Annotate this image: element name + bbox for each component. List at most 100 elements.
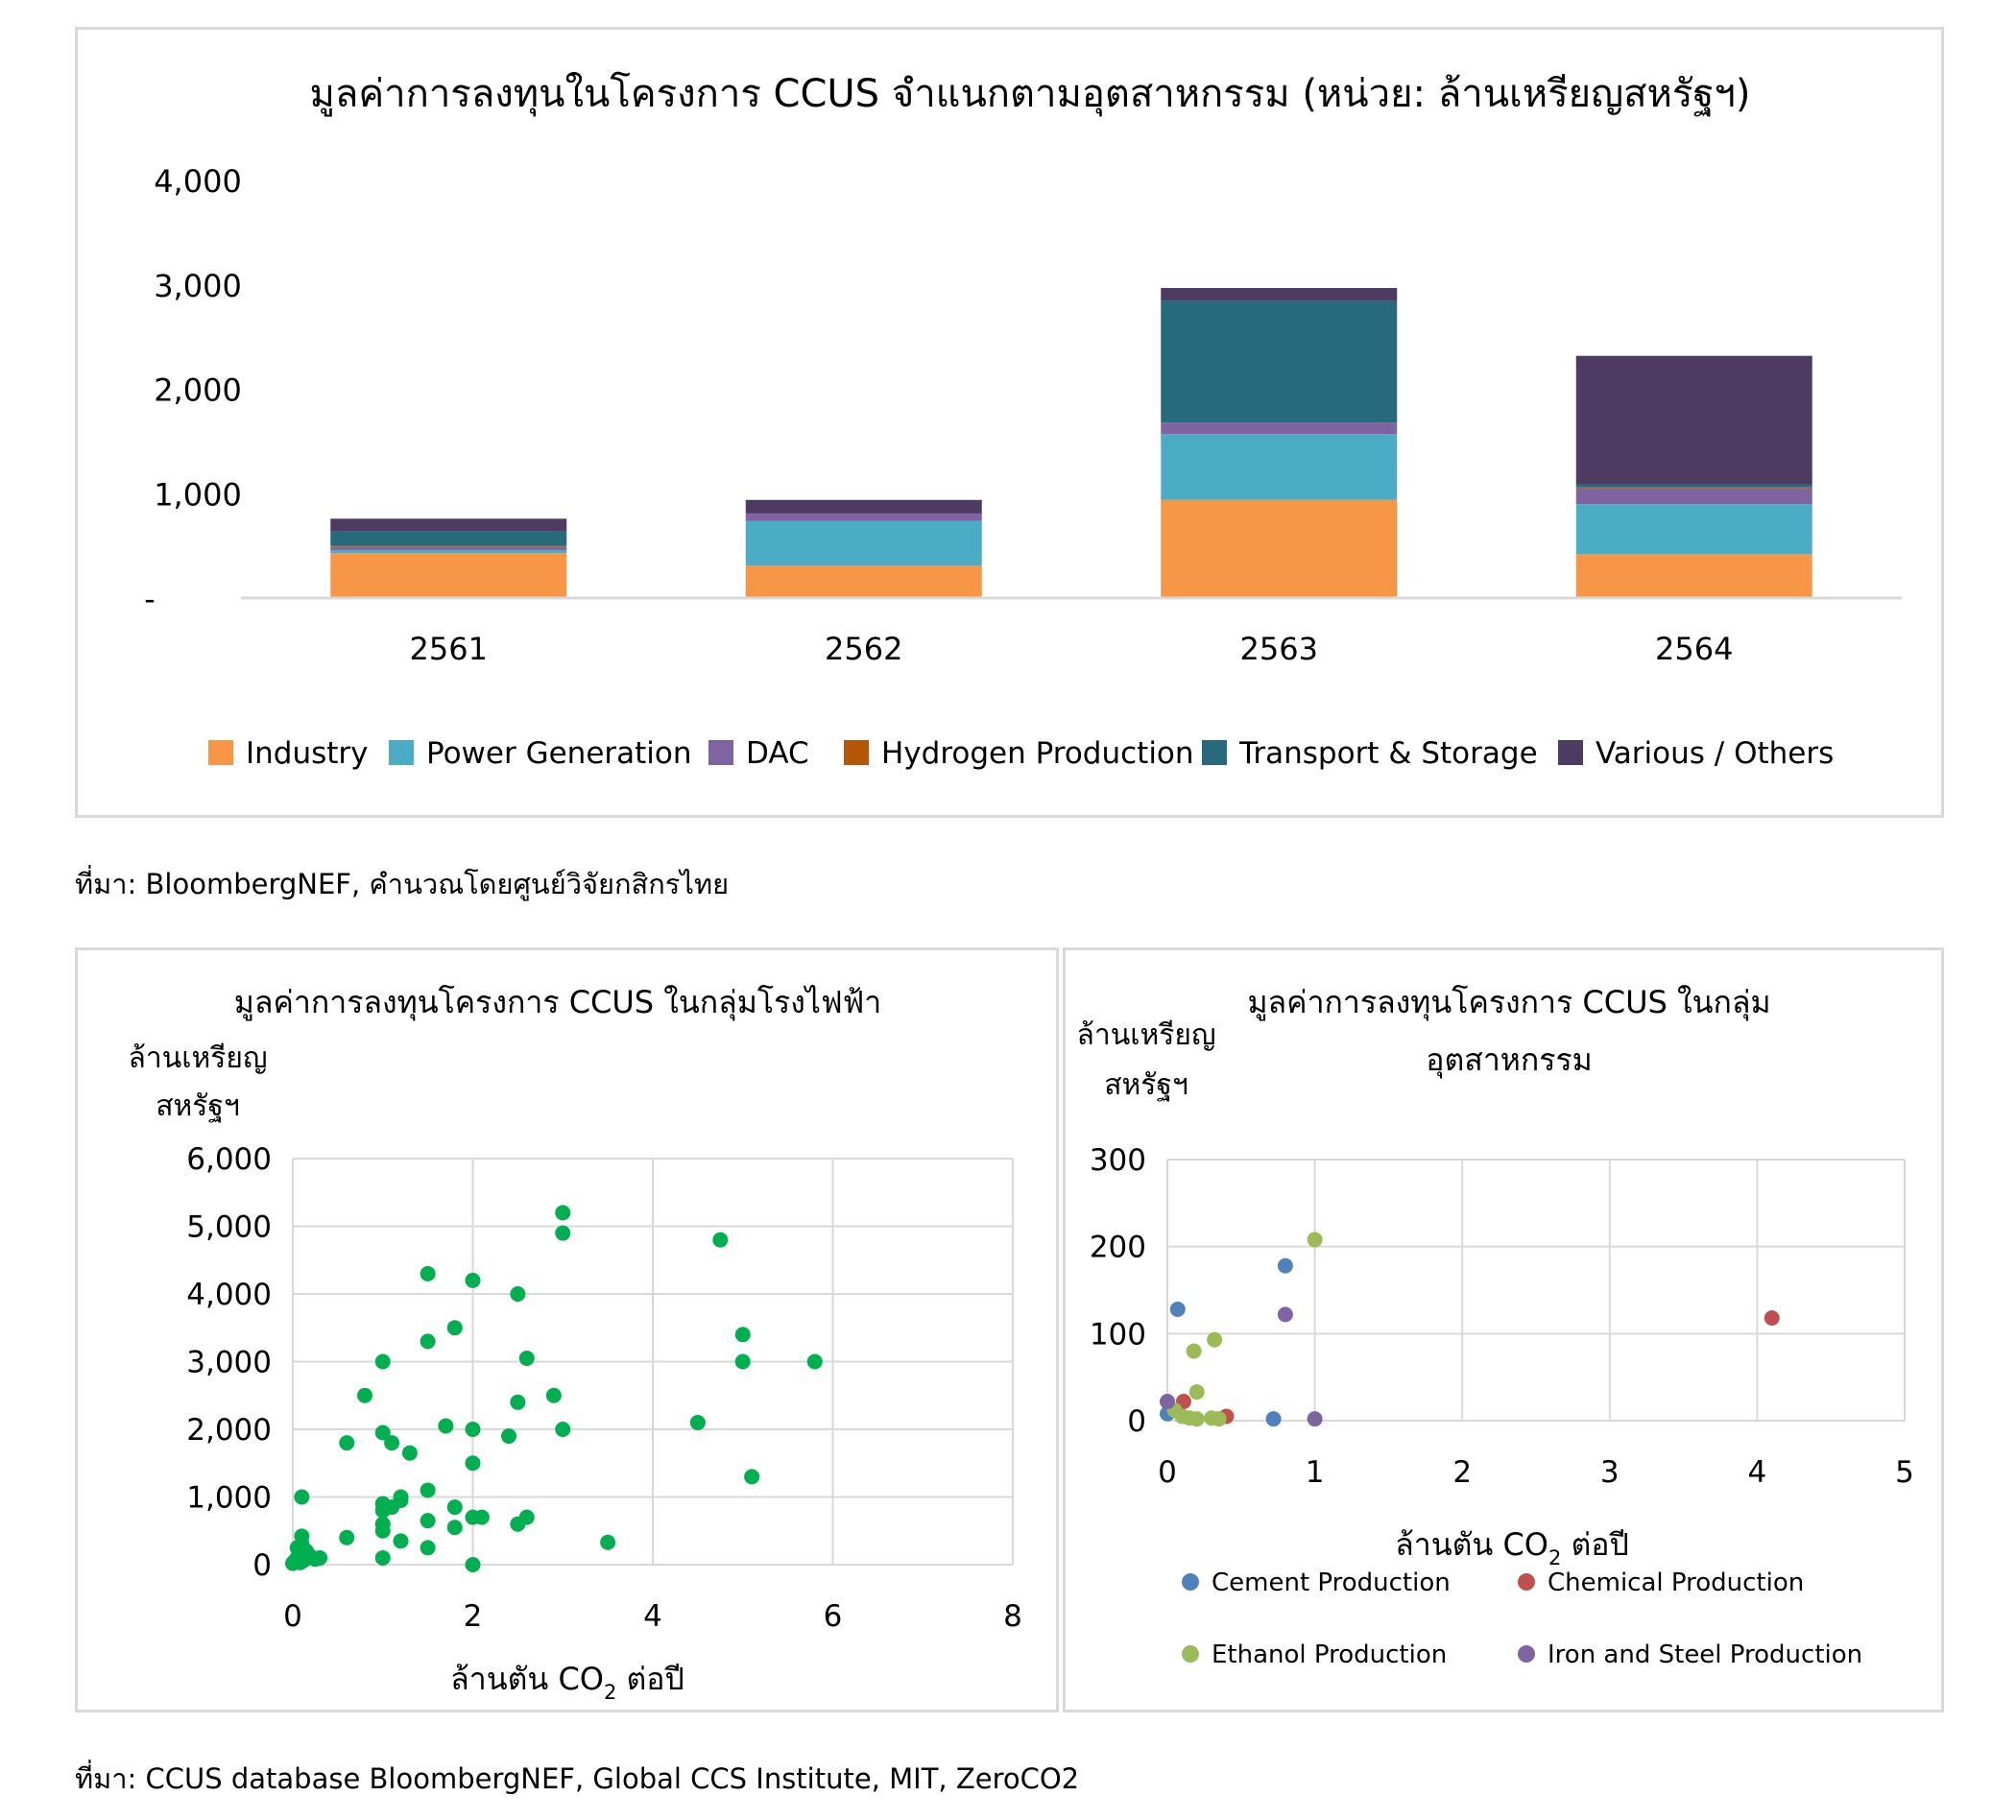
sp-point	[712, 1232, 729, 1248]
sp-point	[555, 1205, 571, 1221]
bar-x-tick-label: 2562	[825, 631, 902, 667]
sp-point	[689, 1414, 706, 1430]
industry-scatter-title-line2: อุตสาหกรรม	[1426, 1042, 1592, 1079]
si-x-tick-label: 3	[1600, 1455, 1620, 1490]
bar-segment-transport-storage-2561	[330, 531, 567, 546]
legend-label-hydrogen-production: Hydrogen Production	[881, 736, 1194, 771]
sp-point	[501, 1428, 516, 1445]
bar-segment-power-generation-2564	[1575, 504, 1812, 555]
sp-point	[518, 1509, 535, 1525]
si-point-cement-production	[1277, 1257, 1293, 1274]
legend-swatch-various-others	[1558, 740, 1583, 765]
sp-point	[473, 1509, 490, 1525]
bar-x-tick-label: 2561	[410, 631, 488, 667]
sp-x-tick-label: 4	[643, 1599, 662, 1634]
bar-y-tick-label: 2,000	[154, 372, 242, 409]
sp-point	[734, 1353, 751, 1370]
industry-scatter-ylabel-line1: ล้านเหรียญ	[1076, 1018, 1215, 1052]
legend-marker-chemical-production	[1518, 1573, 1535, 1591]
legend-label-various-others: Various / Others	[1596, 736, 1834, 771]
bar-segment-hydrogen-production-2564	[1575, 487, 1812, 489]
sp-point	[384, 1435, 400, 1451]
bar-segment-power-generation-2561	[330, 549, 567, 554]
bar-segment-power-generation-2563	[1161, 434, 1398, 500]
sp-y-tick-label: 5,000	[186, 1210, 272, 1245]
sp-x-tick-label: 6	[824, 1599, 843, 1634]
sp-point	[465, 1422, 481, 1437]
sp-point	[510, 1394, 526, 1410]
legend-label-power-generation: Power Generation	[426, 736, 692, 771]
sp-point	[420, 1513, 436, 1529]
legend-swatch-power-generation	[389, 740, 414, 765]
sp-point	[744, 1469, 760, 1485]
sp-point	[734, 1327, 751, 1343]
sp-point	[465, 1272, 481, 1288]
sp-point	[374, 1516, 391, 1532]
sp-point	[446, 1499, 463, 1516]
sp-point	[393, 1533, 409, 1549]
bar-segment-industry-2563	[1161, 499, 1398, 598]
bar-x-tick-label: 2563	[1240, 631, 1318, 667]
legend-swatch-transport-storage	[1202, 740, 1227, 765]
legend-label-ethanol-production: Ethanol Production	[1212, 1640, 1447, 1669]
sp-y-tick-label: 0	[252, 1548, 272, 1583]
si-point-ethanol-production	[1188, 1384, 1205, 1401]
sp-y-tick-label: 4,000	[186, 1278, 272, 1312]
sp-point	[446, 1320, 463, 1336]
legend-label-industry: Industry	[246, 736, 369, 771]
legend-marker-iron-and-steel-production	[1518, 1645, 1535, 1663]
sp-y-tick-label: 1,000	[186, 1481, 272, 1516]
legend-label-dac: DAC	[746, 736, 809, 771]
bar-segment-various-others-2561	[330, 518, 567, 532]
si-point-ethanol-production	[1207, 1331, 1223, 1348]
sp-point	[294, 1528, 310, 1545]
sp-y-tick-label: 3,000	[186, 1346, 272, 1380]
legend-swatch-industry	[208, 740, 233, 765]
bar-y-tick-label: 1,000	[154, 476, 242, 513]
bar-y-tick-label: 4,000	[154, 163, 242, 200]
si-y-tick-label: 100	[1090, 1317, 1146, 1352]
si-point-iron-and-steel-production	[1160, 1394, 1175, 1410]
bar-segment-transport-storage-2563	[1161, 300, 1398, 423]
sp-point	[555, 1225, 571, 1241]
bar-segment-industry-2561	[330, 553, 567, 598]
bar-chart: มูลค่าการลงทุนในโครงการ CCUS จำแนกตามอุต…	[144, 71, 1902, 771]
sp-x-tick-label: 8	[1003, 1599, 1022, 1634]
si-point-chemical-production	[1764, 1310, 1780, 1327]
sp-point	[374, 1425, 391, 1441]
bar-segment-various-others-2562	[745, 499, 982, 514]
bar-x-tick-label: 2564	[1655, 631, 1733, 667]
si-point-cement-production	[1169, 1301, 1186, 1317]
si-y-tick-label: 0	[1127, 1404, 1146, 1439]
sp-point	[465, 1557, 481, 1572]
industry-scatter-panel: มูลค่าการลงทุนโครงการ CCUS ในกลุ่ม อุตสา…	[1063, 947, 1944, 1712]
legend-label-transport-storage: Transport & Storage	[1238, 736, 1538, 771]
sp-x-tick-label: 2	[464, 1599, 483, 1634]
si-y-tick-label: 200	[1090, 1231, 1146, 1265]
legend-label-iron-and-steel-production: Iron and Steel Production	[1548, 1640, 1862, 1669]
sp-y-tick-label: 6,000	[186, 1142, 272, 1177]
legend-swatch-hydrogen-production	[844, 740, 869, 765]
si-x-tick-label: 2	[1452, 1455, 1472, 1490]
bar-chart-panel: มูลค่าการลงทุนในโครงการ CCUS จำแนกตามอุต…	[75, 27, 1944, 818]
sp-point	[806, 1353, 823, 1370]
si-point-ethanol-production	[1188, 1411, 1205, 1427]
bar-segment-dac-2564	[1575, 488, 1812, 505]
sp-point	[357, 1387, 372, 1403]
sp-y-tick-label: 2,000	[186, 1413, 272, 1448]
sp-point	[438, 1418, 454, 1434]
legend-swatch-dac	[708, 740, 733, 765]
bar-segment-dac-2561	[330, 546, 567, 550]
bar-segment-power-generation-2562	[745, 520, 982, 566]
sp-point	[420, 1540, 436, 1556]
bar-segment-hydrogen-production-2561	[330, 545, 567, 547]
sp-point	[339, 1529, 355, 1545]
source-note-bottom: ที่มา: CCUS database BloombergNEF, Globa…	[75, 1762, 1080, 1795]
sp-point	[510, 1286, 526, 1302]
sp-point	[545, 1387, 562, 1403]
si-point-ethanol-production	[1307, 1232, 1323, 1248]
si-x-tick-label: 0	[1158, 1455, 1177, 1490]
sp-point	[393, 1489, 409, 1505]
industry-scatter-xlabel: ล้านตัน CO2 ต่อปี	[1395, 1526, 1629, 1569]
si-x-tick-label: 5	[1895, 1455, 1914, 1490]
